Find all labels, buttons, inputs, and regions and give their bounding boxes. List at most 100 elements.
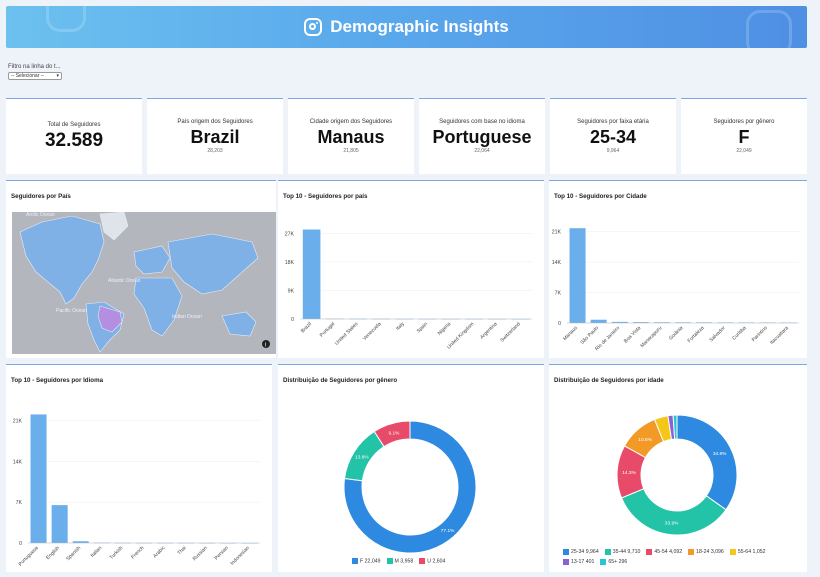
bar[interactable]: [717, 322, 734, 323]
x-tick-label: Indonesian: [229, 545, 251, 567]
legend-item[interactable]: 65+ 296: [600, 557, 627, 567]
panel-title: Seguidores por País: [11, 193, 71, 200]
age-donut-chart: 34.8% 33.9% 14.3% 10.8%: [616, 414, 738, 536]
x-tick-label: Goiânia: [668, 325, 685, 342]
legend-swatch: [646, 548, 653, 555]
legend-swatch: [352, 558, 358, 564]
australia-shape: [221, 311, 257, 337]
legend-name: U: [427, 558, 433, 565]
x-tick-label: Portugal: [319, 321, 336, 338]
filter-label: Filtro na linha do t...: [8, 64, 61, 70]
legend-name: M: [394, 558, 401, 565]
legend-name: 18-24: [696, 549, 711, 555]
brazil-shape: [97, 305, 123, 333]
info-icon[interactable]: [262, 340, 270, 348]
legend-value: 22,049: [364, 558, 381, 565]
legend-value: 9,710: [627, 549, 641, 555]
legend-swatch: [729, 548, 736, 555]
legend-item[interactable]: 55-64 1,052: [729, 547, 766, 557]
x-tick-label: Switzerland: [499, 321, 522, 344]
y-tick-label: 9K: [288, 288, 295, 294]
legend-item[interactable]: 18-24 3,096: [688, 547, 724, 557]
legend-item[interactable]: 13-17 401: [563, 557, 594, 567]
bar[interactable]: [611, 321, 628, 323]
legend-item[interactable]: F 22,049: [352, 558, 381, 564]
bar[interactable]: [653, 322, 670, 323]
world-map[interactable]: Arctic Ocean Atlantic Ocean Pacific Ocea…: [12, 212, 276, 354]
panel-title: Top 10 - Seguidores por Cidade: [554, 193, 647, 200]
bar[interactable]: [696, 322, 713, 323]
y-tick-label: 21K: [13, 419, 23, 425]
legend-item[interactable]: 25-34 9,964: [563, 547, 599, 557]
kpi-age: Seguidores por faixa etária 25-34 9,964: [550, 98, 676, 174]
legend-swatch: [600, 558, 607, 565]
kpi-sub: 9,964: [606, 148, 620, 155]
ocean-label: Atlantic Ocean: [108, 278, 141, 284]
y-tick-label: 7K: [16, 500, 23, 506]
y-tick-label: 14K: [552, 260, 562, 266]
kpi-sub: 22,064: [474, 148, 490, 155]
donut-slice[interactable]: [343, 420, 477, 553]
bar[interactable]: [30, 414, 47, 543]
timeline-filter: Filtro na linha do t... -- Selecionar --…: [8, 64, 62, 80]
bar[interactable]: [632, 322, 649, 323]
x-tick-label: Turkish: [109, 545, 125, 561]
y-tick-label: 14K: [13, 459, 23, 465]
legend-value: 3,096: [710, 549, 724, 555]
donut-slice[interactable]: [672, 414, 678, 440]
africa-shape: [133, 277, 183, 337]
legend-swatch: [563, 548, 569, 555]
legend-name: F: [360, 558, 365, 565]
bar[interactable]: [302, 229, 321, 319]
y-tick-label: 0: [19, 541, 22, 547]
bar[interactable]: [674, 322, 692, 323]
x-tick-label: Thai: [176, 545, 187, 556]
north-america-shape: [19, 215, 105, 305]
kpi-sub: 21,805: [343, 148, 359, 155]
x-tick-label: Brazil: [300, 321, 313, 334]
age-legend: 25-34 9,964 35-44 9,710 45-54 4,092 18-24 3…: [563, 547, 803, 567]
x-tick-label: São Paulo: [579, 325, 600, 346]
kpi-label: Seguidores por faixa etária: [577, 118, 649, 125]
legend-item[interactable]: 35-44 9,710: [604, 547, 641, 557]
kpi-language: Seguidores com base no idioma Portuguese…: [419, 98, 545, 174]
kpi-value: F: [738, 126, 750, 147]
legend-swatch: [563, 558, 569, 565]
legend-swatch: [386, 558, 393, 564]
y-tick-label: 27K: [285, 231, 295, 237]
slice-label: 77.1%: [441, 528, 455, 534]
legend-item[interactable]: 45-54 4,092: [646, 547, 682, 557]
kpi-label: Seguidores com base no idioma: [439, 118, 525, 125]
header-decoration: [46, 6, 86, 32]
donut-slice[interactable]: [373, 420, 411, 448]
donut-slice[interactable]: [676, 414, 738, 511]
bar[interactable]: [738, 322, 755, 323]
kpi-value: 25-34: [589, 126, 637, 147]
x-tick-label: Boa Vista: [623, 325, 642, 344]
kpi-label: País origem dos Seguidores: [177, 118, 253, 125]
bar[interactable]: [72, 541, 89, 543]
filter-select[interactable]: -- Selecionar -- ▾: [8, 72, 62, 80]
bar[interactable]: [569, 228, 586, 323]
slice-label: 34.8%: [713, 451, 727, 457]
country-bar-panel: Top 10 - Seguidores por país 0 9K 18K 27K Br…: [278, 180, 544, 358]
legend-item[interactable]: U 2,604: [419, 558, 445, 564]
language-bar-panel: Top 10 - Seguidores por Idioma 0 7K 14K 21K…: [6, 364, 272, 572]
bar[interactable]: [51, 505, 68, 543]
kpi-label: Cidade origem dos Seguidores: [309, 118, 393, 125]
x-tick-label: Venezuela: [362, 321, 383, 342]
kpi-label: Total de Seguidores: [47, 121, 101, 128]
x-tick-label: Argentina: [479, 321, 499, 341]
bar[interactable]: [590, 319, 607, 323]
info-icon-glyph: i: [265, 342, 266, 348]
asia-shape: [167, 233, 259, 295]
greenland-shape: [99, 212, 129, 241]
dashboard-header: Demographic Insights: [6, 6, 807, 48]
city-bar-panel: Top 10 - Seguidores por Cidade 0 7K 14K 21K…: [549, 180, 807, 358]
slice-label: 14.3%: [622, 470, 636, 476]
y-tick-label: 21K: [552, 230, 562, 236]
x-tick-label: English: [45, 545, 61, 561]
gender-donut-chart: 77.1% 13.8% 9.1%: [343, 420, 477, 553]
legend-item[interactable]: M 3,958: [386, 558, 413, 565]
